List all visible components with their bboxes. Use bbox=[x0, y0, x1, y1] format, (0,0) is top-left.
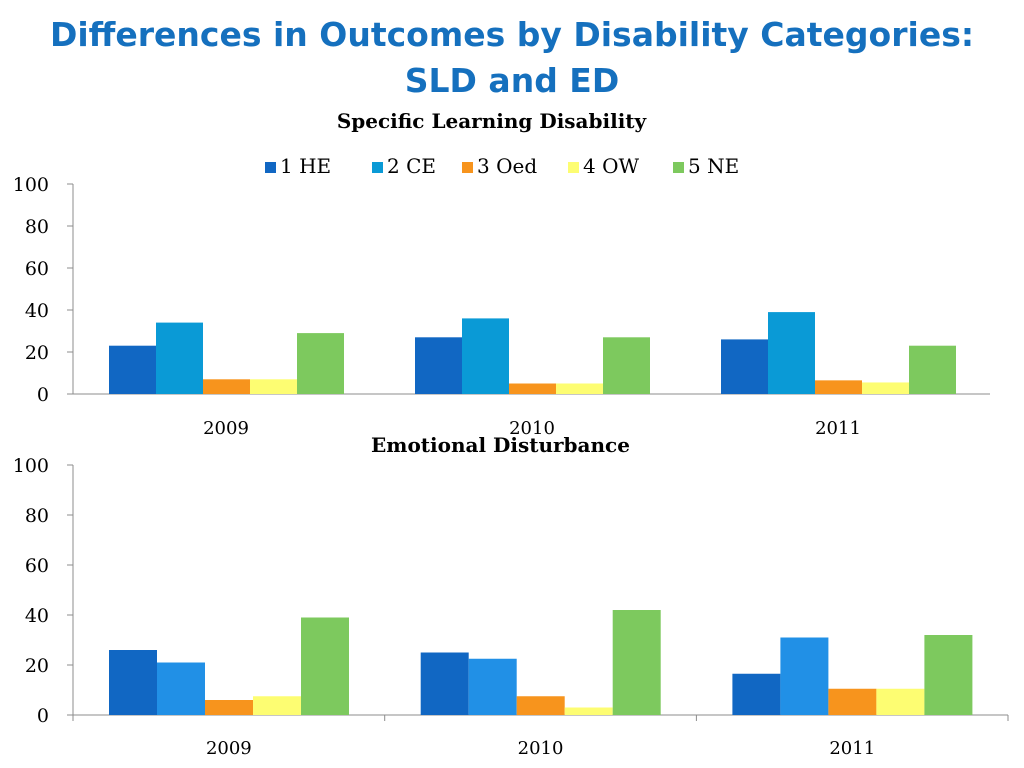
slide-title-line-1: Differences in Outcomes by Disability Ca… bbox=[49, 15, 975, 54]
bar bbox=[815, 380, 862, 394]
y-tick-label: 0 bbox=[37, 705, 49, 727]
x-tick-label: 2010 bbox=[518, 738, 564, 759]
chart-title: Emotional Disturbance bbox=[371, 433, 630, 457]
bar bbox=[603, 337, 650, 394]
bar bbox=[253, 696, 301, 715]
chart-2: Emotional Disturbance 0 20 40 60 80 100 2009 201… bbox=[13, 433, 1009, 759]
bar bbox=[612, 610, 661, 715]
bar bbox=[109, 345, 156, 394]
bar bbox=[297, 333, 344, 394]
legend-swatch bbox=[372, 162, 383, 173]
bar bbox=[780, 637, 829, 715]
x-tick-label: 2011 bbox=[829, 738, 875, 759]
legend-swatch bbox=[568, 162, 579, 173]
x-tick-label: 2009 bbox=[203, 418, 249, 439]
bar bbox=[556, 383, 603, 394]
y-tick-label: 60 bbox=[25, 555, 49, 577]
y-tick-label: 100 bbox=[13, 455, 49, 477]
y-tick-label: 60 bbox=[25, 258, 49, 280]
legend-label: 5 NE bbox=[688, 154, 739, 178]
bar bbox=[462, 318, 509, 394]
x-tick-label: 2010 bbox=[509, 418, 555, 439]
bar bbox=[109, 650, 157, 715]
y-tick-label: 100 bbox=[13, 174, 49, 196]
legend-swatch bbox=[265, 162, 276, 173]
bar bbox=[768, 312, 815, 394]
bar bbox=[516, 696, 565, 715]
bar bbox=[157, 662, 205, 715]
bar bbox=[415, 337, 462, 394]
bar bbox=[828, 688, 877, 715]
bar bbox=[420, 652, 469, 715]
bar bbox=[876, 688, 925, 715]
bar bbox=[301, 617, 349, 715]
y-tick-label: 20 bbox=[25, 342, 49, 364]
bar bbox=[721, 339, 768, 394]
bar bbox=[732, 673, 781, 715]
legend-swatch bbox=[462, 162, 473, 173]
bar bbox=[564, 707, 613, 715]
bar bbox=[862, 382, 909, 394]
legend-label: 2 CE bbox=[387, 154, 436, 178]
slide-title-line-2: SLD and ED bbox=[404, 61, 620, 100]
chart-title: Specific Learning Disability bbox=[337, 109, 648, 133]
y-tick-label: 80 bbox=[25, 216, 49, 238]
x-tick-label: 2011 bbox=[815, 418, 861, 439]
y-tick-label: 0 bbox=[37, 384, 49, 406]
legend-label: 3 Oed bbox=[477, 154, 537, 178]
bar bbox=[909, 345, 956, 394]
y-tick-label: 20 bbox=[25, 655, 49, 677]
bar bbox=[924, 635, 973, 715]
slide-title: Differences in Outcomes by Disability Ca… bbox=[0, 12, 1024, 104]
bar bbox=[250, 379, 297, 394]
legend-label: 1 HE bbox=[280, 154, 331, 178]
y-tick-label: 40 bbox=[25, 300, 49, 322]
chart-1: Specific Learning Disability 0 20 40 60 80 100… bbox=[13, 109, 990, 439]
legend-swatch bbox=[673, 162, 684, 173]
bar bbox=[203, 379, 250, 394]
legend-label: 4 OW bbox=[583, 154, 639, 178]
bar bbox=[156, 322, 203, 394]
y-tick-label: 80 bbox=[25, 505, 49, 527]
x-tick-label: 2009 bbox=[206, 738, 252, 759]
bar bbox=[205, 700, 253, 715]
chart-legend: 1 HE 2 CE 3 Oed 4 OW 5 NE bbox=[265, 154, 739, 178]
bar bbox=[468, 658, 517, 715]
y-tick-label: 40 bbox=[25, 605, 49, 627]
bar bbox=[509, 383, 556, 394]
